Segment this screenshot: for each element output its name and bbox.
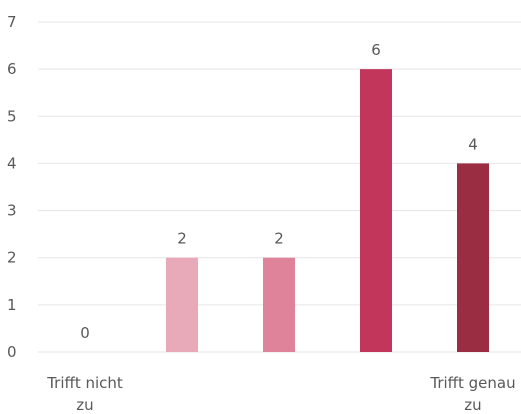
y-tick-label: 2 bbox=[7, 249, 17, 267]
y-tick-label: 5 bbox=[7, 107, 17, 125]
y-axis-ticks: 0 1 2 3 4 5 6 7 bbox=[7, 13, 17, 361]
data-labels: 0 2 2 6 4 bbox=[80, 41, 478, 342]
y-tick-label: 4 bbox=[7, 154, 17, 172]
y-tick-label: 7 bbox=[7, 13, 17, 31]
data-label: 4 bbox=[468, 135, 478, 153]
data-label: 2 bbox=[177, 230, 187, 248]
data-label: 0 bbox=[80, 324, 90, 342]
data-label: 2 bbox=[274, 230, 284, 248]
y-tick-label: 0 bbox=[7, 343, 17, 361]
x-axis-labels: Trifft nicht zu Trifft genau zu bbox=[46, 374, 515, 414]
y-tick-label: 6 bbox=[7, 60, 17, 78]
y-tick-label: 1 bbox=[7, 296, 17, 314]
x-tick-label: Trifft nicht bbox=[46, 374, 123, 392]
x-tick-label: zu bbox=[464, 396, 481, 410]
bar bbox=[360, 69, 392, 353]
y-tick-label: 3 bbox=[7, 202, 17, 220]
x-tick-label: Trifft genau bbox=[429, 374, 515, 392]
x-tick-label: zu bbox=[76, 396, 93, 410]
bar bbox=[166, 257, 198, 352]
bar bbox=[457, 163, 489, 352]
bar bbox=[263, 257, 295, 352]
bars bbox=[166, 69, 489, 353]
data-label: 6 bbox=[371, 41, 381, 59]
